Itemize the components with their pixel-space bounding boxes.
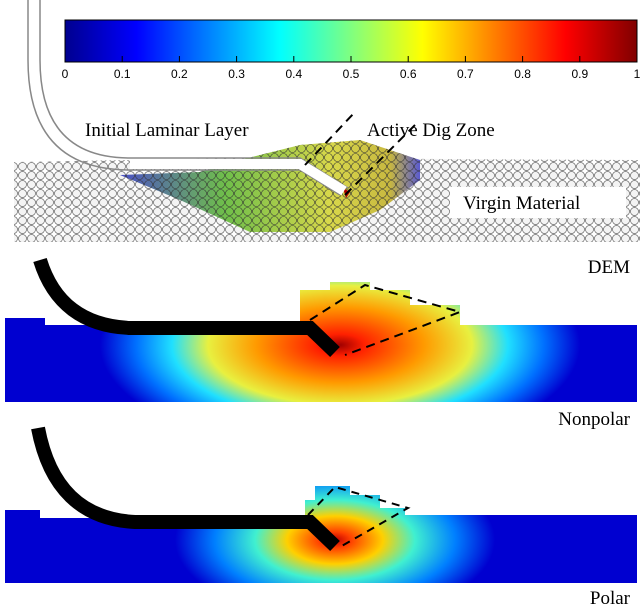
panel-label: DEM bbox=[588, 257, 630, 278]
nonpolar-panel: Nonpolar bbox=[5, 260, 637, 430]
tick-label: 0.2 bbox=[171, 67, 188, 81]
tick-label: 0.8 bbox=[514, 67, 531, 81]
colorbar: 0 0.1 0.2 0.3 0.4 0.5 0.6 0.7 0.8 0.9 1 bbox=[62, 20, 641, 81]
annotation: Initial Laminar Layer bbox=[85, 120, 249, 141]
tick-label: 0 bbox=[62, 67, 69, 81]
tick-label: 0.7 bbox=[457, 67, 474, 81]
tick-label: 0.1 bbox=[114, 67, 131, 81]
colorbar-gradient bbox=[65, 20, 637, 62]
panel-label: Nonpolar bbox=[558, 409, 630, 430]
tick-label: 1 bbox=[634, 67, 641, 81]
tick-label: 0.4 bbox=[285, 67, 302, 81]
tick-label: 0.6 bbox=[400, 67, 417, 81]
tick-label: 0.5 bbox=[343, 67, 360, 81]
polar-panel: Polar bbox=[5, 428, 637, 608]
annotation: Active Dig Zone bbox=[367, 120, 495, 141]
figure: 0 0.1 0.2 0.3 0.4 0.5 0.6 0.7 0.8 0.9 1 Initial La… bbox=[0, 0, 644, 608]
tick-label: 0.9 bbox=[571, 67, 588, 81]
panel-label: Polar bbox=[590, 588, 631, 608]
tick-label: 0.3 bbox=[228, 67, 245, 81]
annotation: Virgin Material bbox=[463, 193, 580, 214]
